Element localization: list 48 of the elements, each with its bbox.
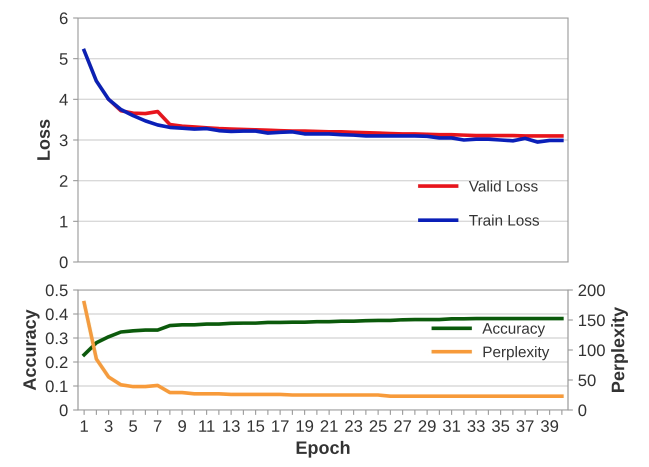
x-tick-label: 9 (178, 420, 186, 432)
x-tick-label: 17 (272, 420, 289, 432)
x-tick-label: 35 (492, 420, 510, 432)
y-axis-title: Accuracy (23, 309, 40, 390)
x-tick-label: 29 (418, 420, 436, 432)
line-series (82, 48, 564, 144)
y-tick-label: 6 (60, 12, 68, 24)
y-tick-label: 0.4 (46, 308, 68, 320)
x-tick-label: 31 (442, 420, 460, 432)
y-tick-label: 3 (60, 134, 68, 146)
x-tick-label: 3 (104, 420, 113, 432)
x-tick-label: 23 (345, 420, 362, 432)
x-tick-label: 19 (296, 420, 314, 432)
y-tick-label: 2 (60, 175, 68, 187)
x-axis-title: Epoch (296, 440, 350, 458)
x-tick-label: 5 (129, 420, 138, 432)
line-series (82, 300, 564, 398)
x-tick-label: 21 (320, 420, 338, 432)
x-tick-label: 1 (80, 420, 88, 432)
y-tick-label: 5 (60, 53, 68, 65)
y2-tick-label: 150 (578, 314, 605, 326)
legend-label: Perplexity (484, 346, 550, 360)
y-tick-label: 1 (60, 216, 68, 228)
y2-tick-label: 100 (578, 344, 605, 356)
y-axis-title: Loss (37, 120, 50, 160)
x-tick-label: 39 (540, 420, 558, 432)
x-tick-label: 11 (199, 420, 214, 432)
x-tick-label: 25 (370, 420, 387, 432)
y-tick-label: 0.3 (46, 332, 68, 344)
legend-label: Valid Loss (468, 180, 538, 192)
y-tick-label: 4 (59, 94, 68, 106)
y-tick-label: 0.1 (46, 380, 68, 392)
y2-axis-title: Perplexity (611, 306, 628, 392)
y-tick-label: 0 (60, 404, 68, 416)
x-tick-label: 13 (223, 420, 240, 432)
y-tick-label: 0 (60, 256, 68, 268)
x-tick-label: 7 (154, 420, 162, 432)
y-tick-label: 0.2 (46, 356, 68, 368)
y2-tick-label: 50 (578, 374, 596, 386)
x-tick-label: 37 (516, 420, 534, 432)
legend-label: Accuracy (482, 323, 546, 337)
y2-tick-label: 0 (578, 404, 586, 416)
x-tick-label: 15 (248, 420, 264, 432)
legend-label: Train Loss (469, 214, 540, 226)
x-tick-label: 27 (394, 420, 412, 432)
y-tick-label: 0.5 (46, 284, 68, 296)
x-tick-label: 33 (467, 420, 485, 432)
y2-tick-label: 200 (578, 284, 605, 296)
